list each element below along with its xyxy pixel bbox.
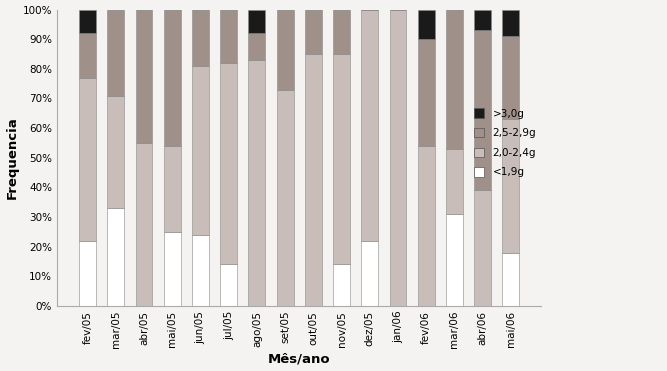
Bar [220,265,237,306]
Bar [192,10,209,66]
Bar [107,95,124,208]
Bar [164,146,181,232]
Bar [446,149,463,214]
Bar [79,241,96,306]
Bar [305,10,321,54]
Bar [248,60,265,306]
Bar [107,208,124,306]
Bar [248,33,265,60]
Bar [164,10,181,146]
Bar [220,63,237,265]
Bar [164,232,181,306]
Bar [474,30,491,190]
Bar [418,39,435,146]
Bar [248,10,265,33]
Bar [135,10,153,143]
Bar [192,66,209,235]
Bar [502,119,520,253]
Bar [418,146,435,306]
Bar [333,10,350,54]
Bar [502,36,520,119]
Bar [107,10,124,95]
Bar [418,10,435,39]
Bar [277,10,293,89]
Bar [79,33,96,78]
Bar [474,10,491,30]
Bar [333,265,350,306]
Bar [362,241,378,306]
Bar [333,54,350,265]
Bar [474,190,491,306]
Bar [79,10,96,33]
Y-axis label: Frequencia: Frequencia [5,116,19,199]
Bar [277,89,293,306]
Bar [305,54,321,306]
Bar [192,235,209,306]
Bar [502,253,520,306]
Bar [135,143,153,306]
Bar [220,10,237,63]
Bar [79,78,96,241]
Legend: >3,0g, 2,5-2,9g, 2,0-2,4g, <1,9g: >3,0g, 2,5-2,9g, 2,0-2,4g, <1,9g [474,108,536,177]
Bar [446,10,463,149]
Bar [502,10,520,36]
X-axis label: Mês/ano: Mês/ano [268,352,331,365]
Bar [362,10,378,241]
Bar [446,214,463,306]
Bar [390,10,406,306]
